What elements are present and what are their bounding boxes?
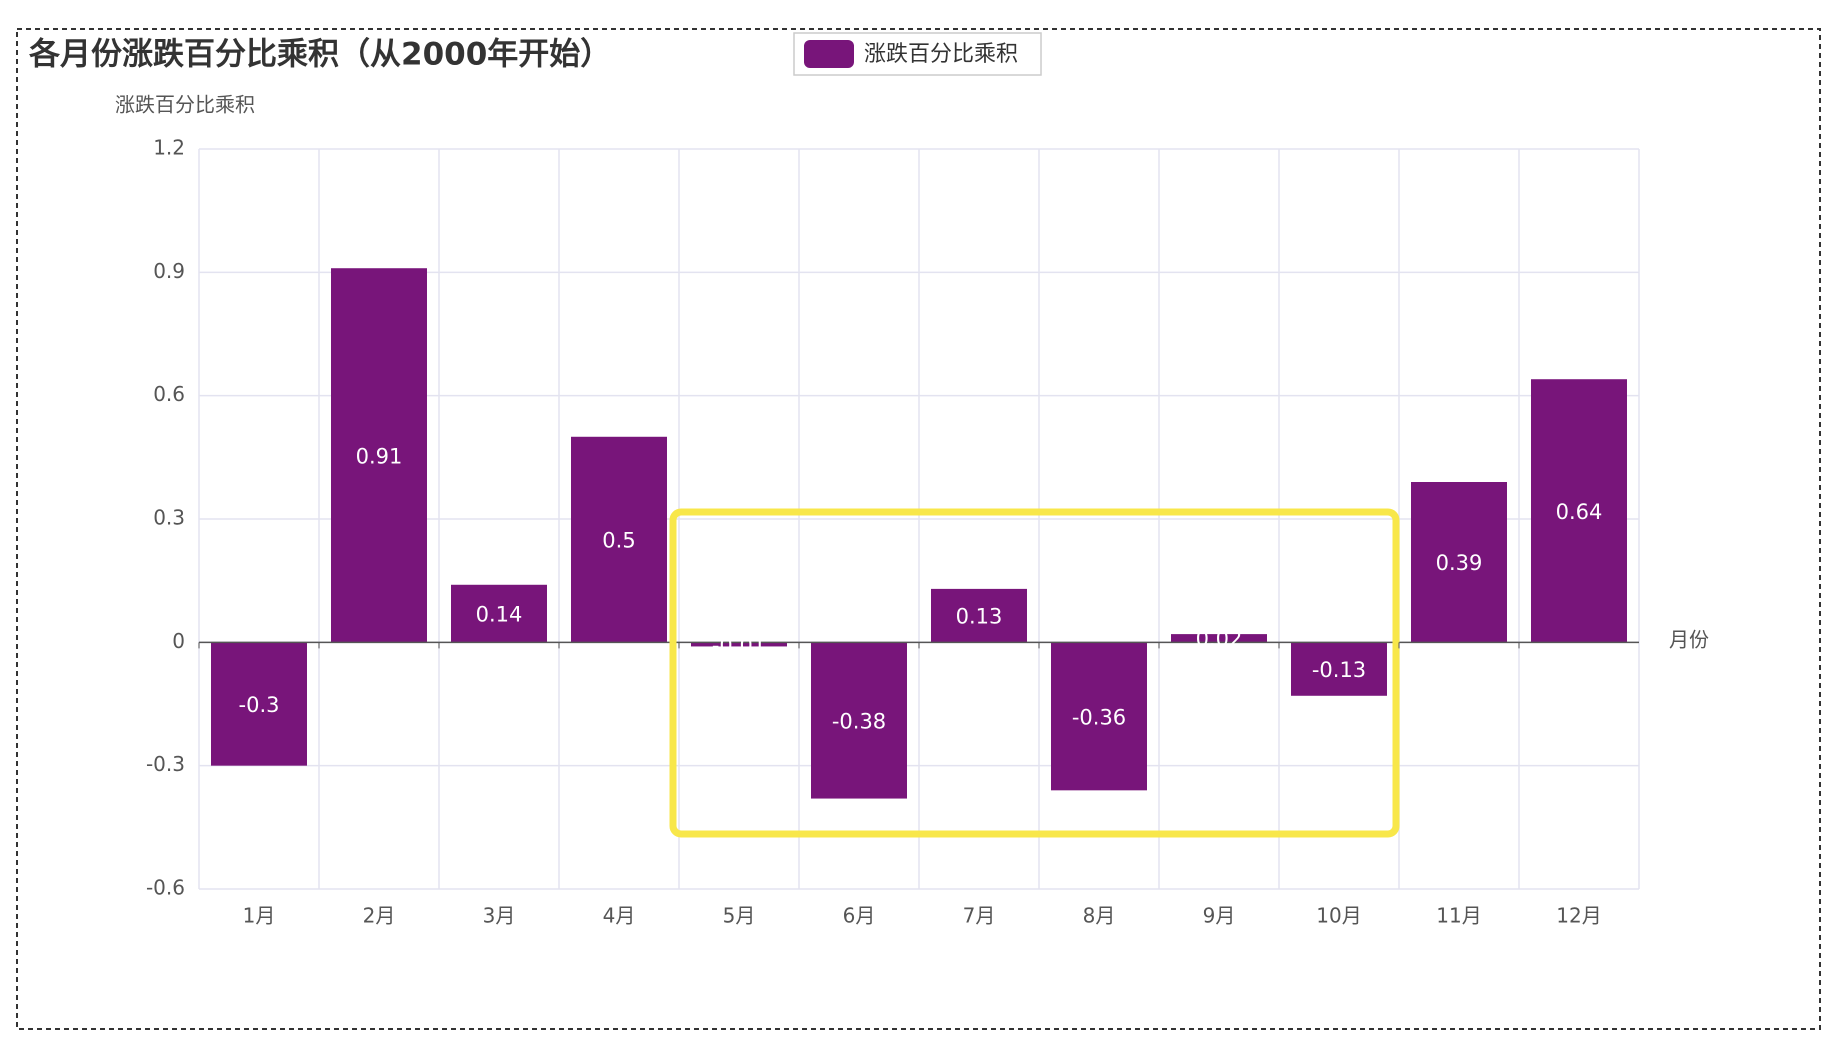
bar	[691, 642, 787, 647]
bar	[1171, 634, 1267, 643]
x-tick-label: 6月	[843, 904, 876, 928]
data-label: -0.3	[239, 693, 280, 717]
data-label: 0.64	[1556, 500, 1603, 524]
data-label: 0.5	[602, 529, 635, 553]
bar	[1531, 379, 1627, 643]
data-label: 0.02	[1196, 627, 1243, 651]
data-label: 0.91	[356, 444, 403, 468]
x-axis-title: 月份	[1669, 628, 1709, 652]
x-tick-label: 12月	[1556, 904, 1601, 928]
data-label: -0.36	[1072, 705, 1126, 729]
legend-swatch	[804, 40, 854, 68]
y-tick-label: -0.6	[146, 876, 185, 900]
x-tick-label: 2月	[363, 904, 396, 928]
data-label: 0.39	[1436, 551, 1483, 575]
bar	[1051, 642, 1147, 791]
bar	[1291, 642, 1387, 696]
y-axis-title: 涨跌百分比乘积	[115, 93, 255, 117]
chart-border	[16, 28, 1821, 1030]
bar	[931, 588, 1027, 643]
x-tick-label: 9月	[1203, 904, 1236, 928]
data-label: 0.14	[476, 603, 523, 627]
legend-label: 涨跌百分比乘积	[864, 42, 1018, 67]
data-label: 0.13	[956, 605, 1003, 629]
data-label: -0.01	[712, 633, 766, 657]
y-tick-label: 0.3	[153, 506, 185, 530]
bar	[331, 268, 427, 643]
chart-title: 各月份涨跌百分比乘积（从2000年开始）	[28, 37, 611, 73]
bar	[211, 642, 307, 766]
y-tick-label: -0.3	[146, 752, 185, 776]
x-tick-label: 4月	[603, 904, 636, 928]
data-label: -0.13	[1312, 658, 1366, 682]
x-tick-label: 7月	[963, 904, 996, 928]
y-tick-label: 0	[172, 629, 185, 653]
bar	[811, 642, 907, 799]
x-tick-label: 11月	[1436, 904, 1481, 928]
x-tick-label: 10月	[1316, 904, 1361, 928]
x-tick-label: 3月	[483, 904, 516, 928]
highlight-box	[669, 508, 1400, 838]
data-label: -0.38	[832, 709, 886, 733]
y-tick-label: 1.2	[153, 136, 185, 160]
y-tick-label: 0.6	[153, 382, 185, 406]
y-tick-label: 0.9	[153, 259, 185, 283]
legend: 涨跌百分比乘积	[793, 32, 1042, 76]
x-tick-label: 1月	[243, 904, 276, 928]
bar	[451, 584, 547, 643]
bar	[571, 436, 667, 643]
x-tick-label: 5月	[723, 904, 756, 928]
x-tick-label: 8月	[1083, 904, 1116, 928]
bar	[1411, 482, 1507, 643]
